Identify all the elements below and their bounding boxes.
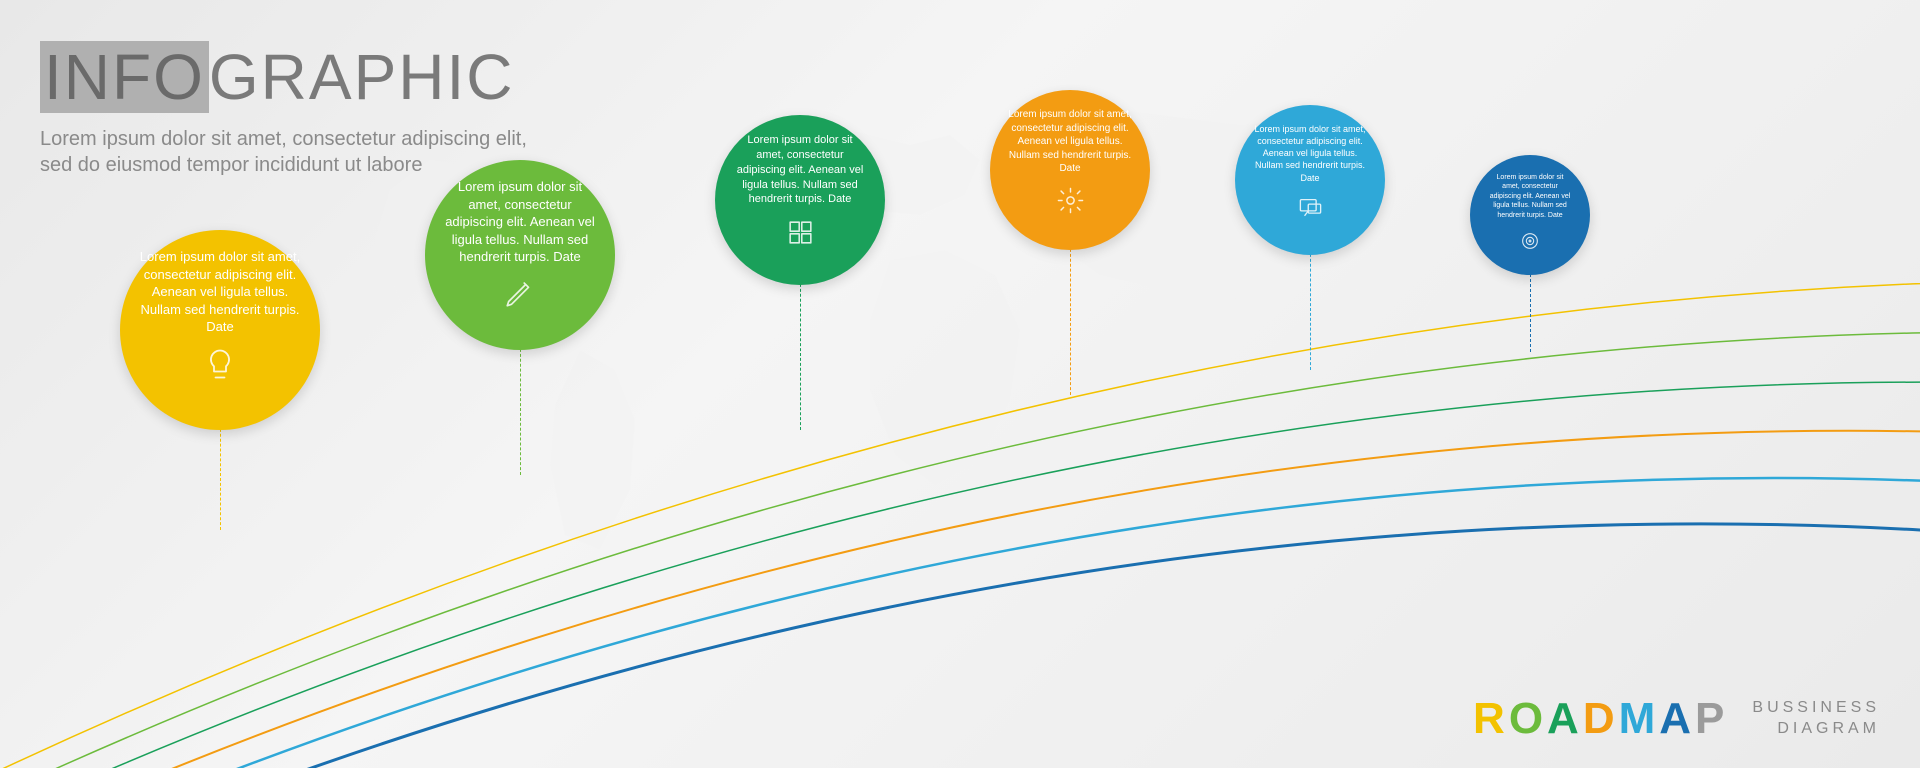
infographic-canvas: Lorem ipsum dolor sit amet, consectetur … [0, 0, 1920, 768]
roadmap-word: ROADMAP [1473, 694, 1728, 744]
footer-sub: BUSSINESS DIAGRAM [1752, 698, 1880, 740]
main-title: INFOGRAPHIC [40, 40, 560, 114]
connector-line [1310, 249, 1311, 370]
roadmap-node-4: Lorem ipsum dolor sit amet, consectetur … [990, 90, 1150, 250]
bulb-icon [202, 346, 238, 387]
header: INFOGRAPHIC Lorem ipsum dolor sit amet, … [40, 40, 560, 178]
node-text: Lorem ipsum dolor sit amet, consectetur … [138, 248, 302, 336]
roadmap-letter: M [1619, 694, 1660, 744]
roadmap-letter: O [1509, 694, 1547, 744]
grid-icon [785, 217, 816, 253]
title-highlight: INFO [40, 41, 209, 113]
node-text: Lorem ipsum dolor sit amet, consectetur … [1253, 123, 1367, 184]
subtitle: Lorem ipsum dolor sit amet, consectetur … [40, 126, 560, 178]
roadmap-letter: A [1547, 694, 1583, 744]
node-text: Lorem ipsum dolor sit amet, consectetur … [733, 133, 867, 207]
footer: ROADMAP BUSSINESS DIAGRAM [1473, 694, 1880, 744]
connector-line [1530, 269, 1531, 352]
roadmap-letter: R [1473, 694, 1509, 744]
title-rest: GRAPHIC [209, 41, 515, 113]
target-icon [1519, 230, 1541, 257]
pencil-icon [503, 276, 537, 315]
node-text: Lorem ipsum dolor sit amet, consectetur … [1008, 108, 1132, 176]
footer-sub1: BUSSINESS [1752, 698, 1880, 719]
roadmap-node-1: Lorem ipsum dolor sit amet, consectetur … [120, 230, 320, 430]
node-text: Lorem ipsum dolor sit amet, consectetur … [443, 178, 597, 266]
chat-icon [1297, 194, 1324, 226]
roadmap-node-3: Lorem ipsum dolor sit amet, consectetur … [715, 115, 885, 285]
roadmap-node-2: Lorem ipsum dolor sit amet, consectetur … [425, 160, 615, 350]
roadmap-letter: P [1695, 694, 1728, 744]
roadmap-letter: D [1583, 694, 1619, 744]
connector-line [220, 424, 221, 530]
connector-line [1070, 244, 1071, 395]
footer-sub2: DIAGRAM [1752, 719, 1880, 740]
connector-line [800, 279, 801, 430]
connector-line [520, 344, 521, 475]
node-text: Lorem ipsum dolor sit amet, consectetur … [1488, 173, 1572, 220]
roadmap-letter: A [1659, 694, 1695, 744]
roadmap-node-6: Lorem ipsum dolor sit amet, consectetur … [1470, 155, 1590, 275]
roadmap-node-5: Lorem ipsum dolor sit amet, consectetur … [1235, 105, 1385, 255]
gear-icon [1056, 186, 1085, 220]
